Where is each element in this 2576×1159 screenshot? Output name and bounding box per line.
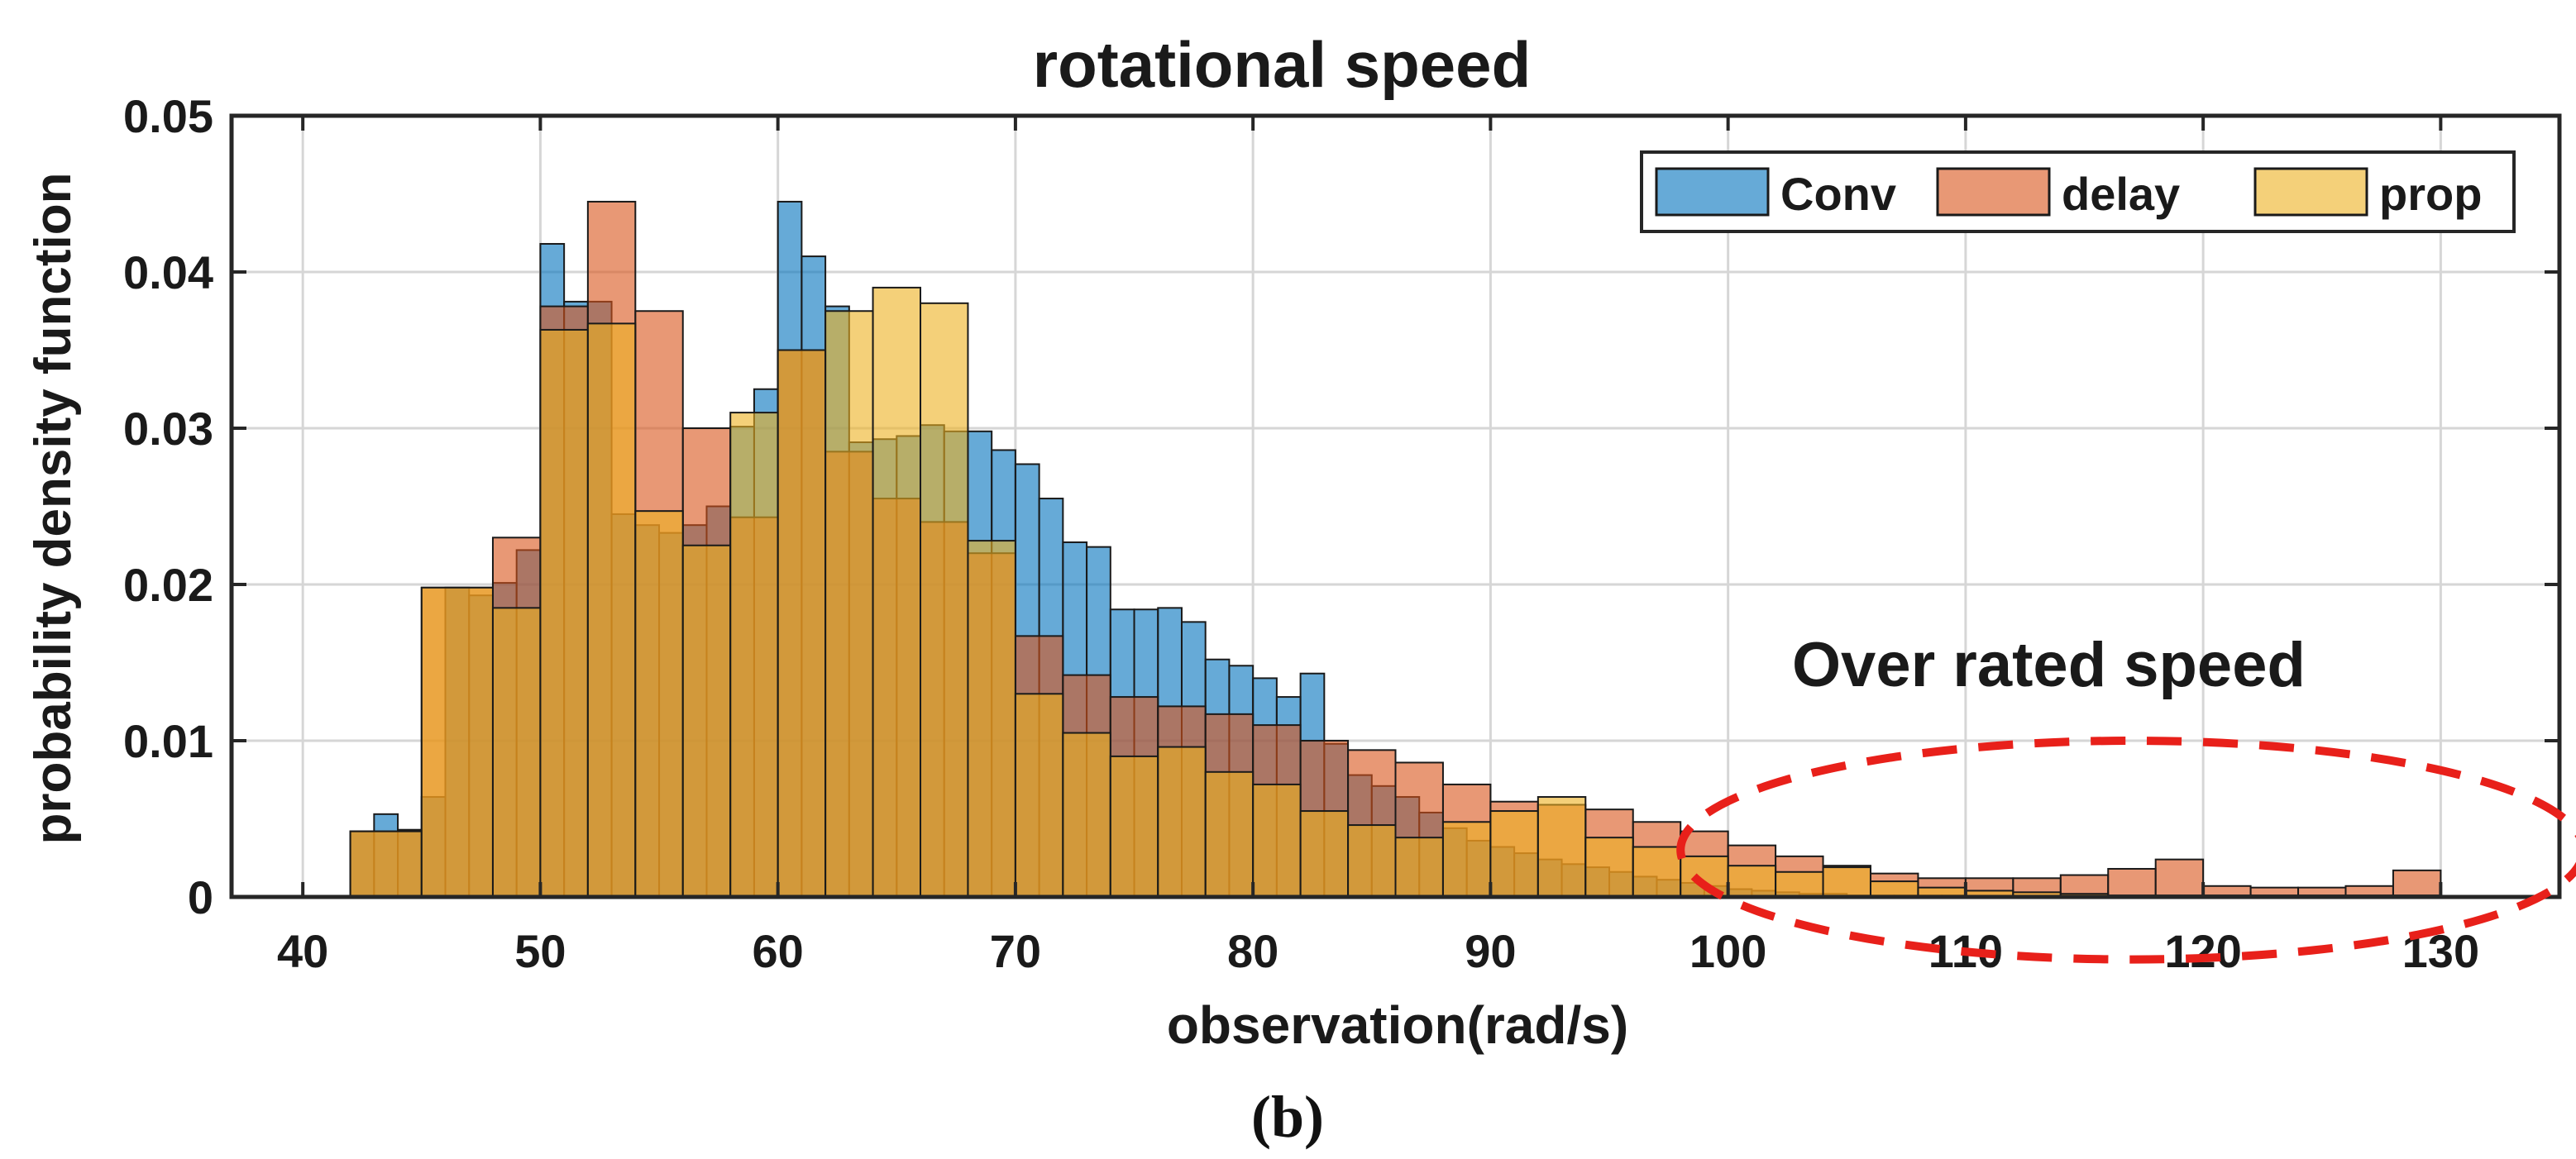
x-tick-label: 120	[2164, 925, 2241, 977]
legend: Conv delay prop	[1640, 150, 2516, 233]
y-tick-label: 0.02	[123, 559, 213, 611]
x-tick-label: 70	[990, 925, 1041, 977]
y-tick-label: 0.05	[123, 90, 213, 142]
y-tick-label: 0	[188, 871, 213, 923]
histogram-bar	[586, 322, 637, 897]
y-axis-label: probability density function	[25, 173, 82, 845]
histogram-bar	[1584, 837, 1634, 897]
histogram-bar	[1109, 755, 1159, 897]
histogram-bar	[349, 830, 423, 897]
histogram-bar	[1299, 810, 1350, 897]
legend-swatch-Conv	[1655, 167, 1770, 217]
annotations: Over rated speed	[1676, 630, 2576, 964]
legend-swatch-delay	[1936, 167, 2051, 217]
bars	[349, 200, 2442, 897]
y-tick-label: 0.03	[123, 403, 213, 455]
tick-marks	[232, 114, 2559, 899]
histogram-bar	[1632, 846, 1682, 897]
histogram-bar	[1204, 770, 1255, 897]
histogram-bar	[634, 510, 684, 897]
histogram-bar	[1394, 837, 1444, 897]
histogram-bar	[777, 349, 827, 897]
x-tick-label: 100	[1689, 925, 1766, 977]
x-tick-label: 40	[277, 925, 328, 977]
legend-swatch-prop	[2253, 167, 2368, 217]
histogram-bar	[1441, 821, 1492, 897]
histogram-bar	[967, 540, 1016, 897]
histogram-bar	[872, 286, 922, 897]
histogram-bar	[2154, 858, 2205, 897]
histogram-bar	[824, 310, 874, 897]
over-rated-speed-label: Over rated speed	[1792, 630, 2306, 700]
x-axis-label: observation(rad/s)	[1167, 995, 1628, 1055]
histogram-bar	[1775, 870, 1824, 897]
over-rated-speed-ellipse	[1676, 737, 2576, 964]
chart-title: rotational speed	[1033, 28, 1531, 101]
series-prop-bars	[349, 286, 2442, 897]
axes-frame	[229, 113, 2562, 899]
legend-box	[1640, 150, 2516, 233]
histogram-bar	[1062, 732, 1111, 897]
histogram-bar	[2107, 867, 2157, 897]
legend-label-Conv: Conv	[1780, 168, 1896, 220]
histogram-bar	[1727, 865, 1777, 897]
figure-caption: (b)	[1251, 1084, 1324, 1150]
histogram-bar	[420, 586, 494, 897]
histogram-bar	[539, 328, 589, 897]
histogram-bar	[1869, 880, 1919, 897]
legend-label-delay: delay	[2062, 168, 2180, 220]
y-tick-label: 0.01	[123, 715, 213, 767]
x-tick-label: 90	[1465, 925, 1516, 977]
histogram-bar	[729, 412, 779, 897]
x-tick-label: 60	[753, 925, 804, 977]
y-tick-label: 0.04	[123, 246, 213, 298]
x-tick-label: 50	[514, 925, 566, 977]
histogram-bar	[1489, 810, 1539, 897]
x-tick-label: 80	[1227, 925, 1278, 977]
histogram-bar	[1252, 783, 1302, 897]
histogram-bar	[2392, 869, 2442, 897]
legend-label-prop: prop	[2379, 168, 2482, 220]
histogram-bar	[1014, 693, 1064, 897]
histogram-bar	[920, 302, 969, 897]
histogram-bar	[1157, 746, 1207, 897]
histogram-bar	[1822, 866, 1871, 897]
histogram-bar	[1347, 824, 1397, 897]
histogram-bar	[1537, 796, 1587, 897]
histogram-bar	[491, 607, 542, 897]
histogram-bar	[681, 544, 732, 897]
